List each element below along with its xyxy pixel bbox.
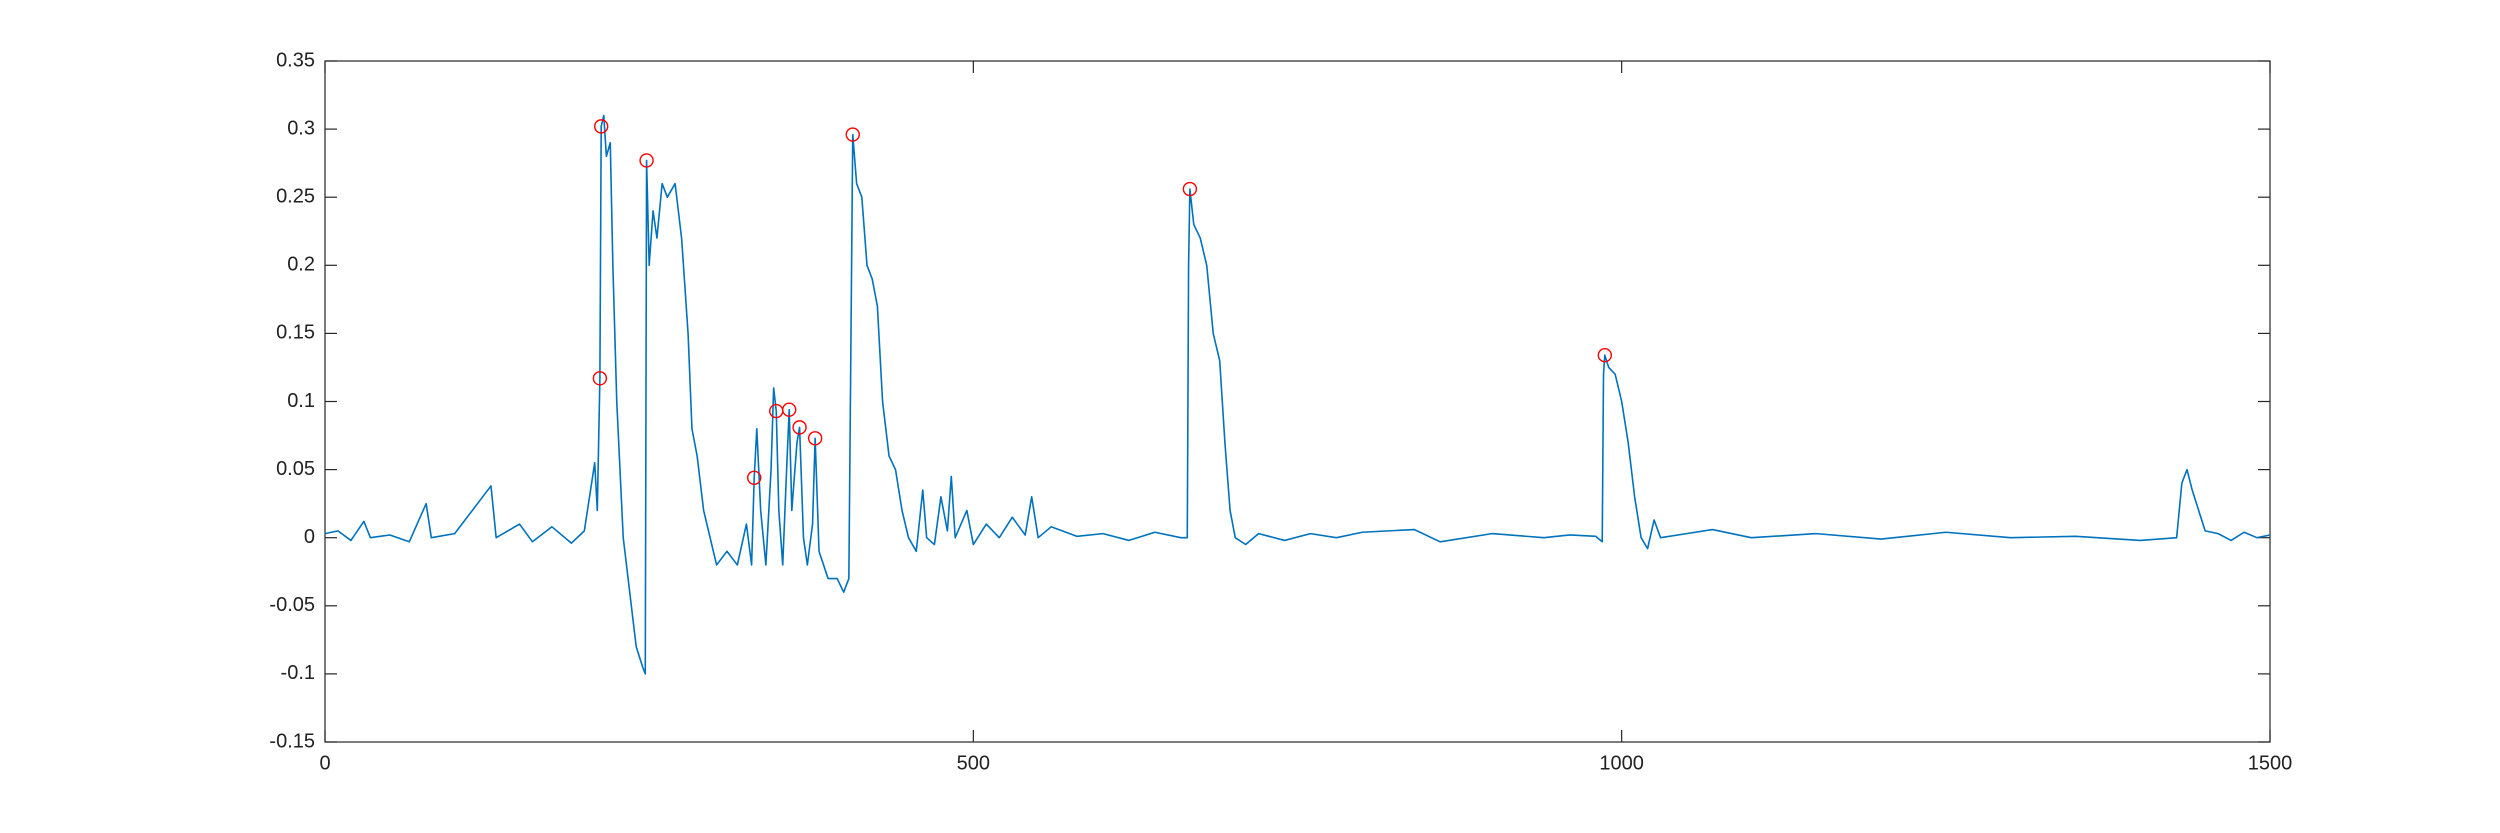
y-tick-label: 0.2 bbox=[287, 254, 315, 276]
peak-marker bbox=[593, 119, 609, 134]
peak-marker bbox=[782, 402, 797, 417]
y-tick-label: 0.15 bbox=[276, 322, 315, 344]
x-tick-label: 500 bbox=[957, 752, 990, 774]
peak-marker bbox=[639, 153, 654, 168]
peak-marker bbox=[1182, 181, 1198, 197]
x-tick-label: 0 bbox=[319, 752, 330, 774]
y-tick-label: 0.1 bbox=[287, 390, 315, 412]
peak-marker bbox=[1597, 347, 1613, 363]
peak-marker bbox=[792, 420, 807, 435]
y-tick-label: -0.15 bbox=[269, 730, 315, 752]
y-tick-label: 0.25 bbox=[276, 185, 315, 207]
x-tick-label: 1000 bbox=[1599, 752, 1644, 774]
y-tick-label: 0.3 bbox=[287, 117, 315, 139]
peak-marker bbox=[845, 127, 860, 142]
plot-area bbox=[324, 60, 2271, 743]
y-tick-label: 0.35 bbox=[276, 49, 315, 71]
y-tick-label: -0.05 bbox=[269, 594, 315, 616]
y-tick-label: 0 bbox=[304, 526, 315, 548]
y-tick-label: -0.1 bbox=[281, 662, 315, 684]
peak-marker bbox=[746, 470, 762, 485]
peak-marker bbox=[592, 371, 608, 386]
y-tick-label: 0.05 bbox=[276, 458, 315, 480]
signal-line bbox=[324, 114, 2271, 675]
peak-marker bbox=[807, 431, 823, 446]
x-tick-label: 1500 bbox=[2248, 752, 2293, 774]
